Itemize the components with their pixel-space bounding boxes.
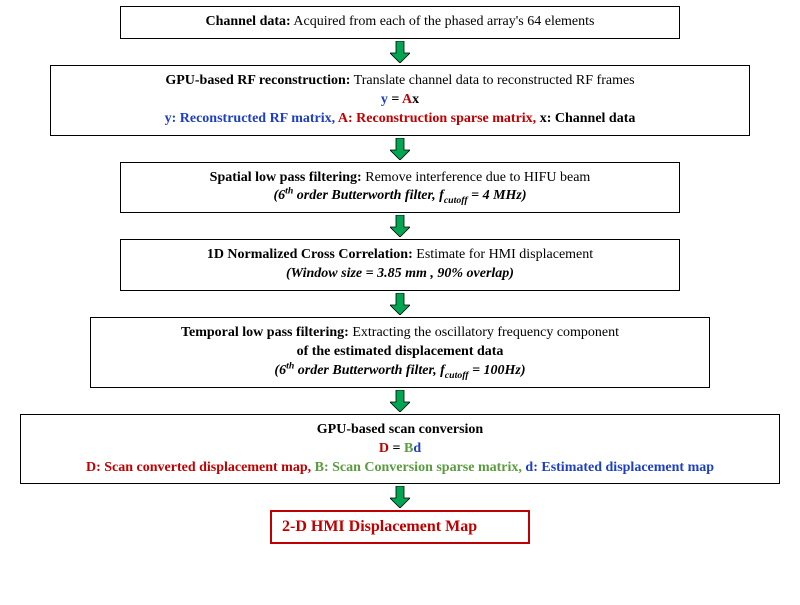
flowchart: Channel data: Acquired from each of the … (20, 6, 780, 544)
n4-label: 1D Normalized Cross Correlation: (207, 247, 413, 262)
arrow-6 (390, 484, 410, 510)
n2-equation: y = Ax (61, 91, 739, 110)
n1-rest: Acquired from each of the phased array's… (291, 14, 595, 29)
arrow-2 (390, 136, 410, 162)
node-temporal-lpf: Temporal low pass filtering: Extracting … (90, 317, 710, 388)
node-rf-reconstruction: GPU-based RF reconstruction: Translate c… (50, 65, 750, 136)
arrow-3 (390, 213, 410, 239)
arrow-4 (390, 291, 410, 317)
n1-label: Channel data: (206, 14, 291, 29)
n5-params: (6th order Butterworth filter, fcutoff =… (101, 362, 699, 381)
n5-label: Temporal low pass filtering: (181, 325, 349, 340)
n4-rest: Estimate for HMI displacement (413, 247, 593, 262)
eq-eqA: = A (388, 92, 412, 107)
node-scan-conversion: GPU-based scan conversion D = Bd D: Scan… (20, 414, 780, 485)
eq-y: y (381, 92, 388, 107)
n2-rest: Translate channel data to reconstructed … (350, 73, 634, 88)
n6-equation: D = Bd (31, 440, 769, 459)
arrow-5 (390, 388, 410, 414)
n4-params: (Window size = 3.85 mm , 90% overlap) (131, 265, 669, 284)
node-final-output: 2-D HMI Displacement Map (270, 510, 530, 544)
n3-params: (6th order Butterworth filter, fcutoff =… (131, 187, 669, 206)
n2-legend: y: Reconstructed RF matrix, A: Reconstru… (61, 110, 739, 129)
arrow-1 (390, 39, 410, 65)
n6-legend: D: Scan converted displacement map, B: S… (31, 459, 769, 478)
n5-rest: Extracting the oscillatory frequency com… (349, 325, 619, 340)
node-channel-data: Channel data: Acquired from each of the … (120, 6, 680, 39)
n6-title: GPU-based scan conversion (31, 421, 769, 440)
n3-rest: Remove interference due to HIFU beam (362, 170, 591, 185)
node-spatial-lpf: Spatial low pass filtering: Remove inter… (120, 162, 680, 214)
node-cross-correlation: 1D Normalized Cross Correlation: Estimat… (120, 239, 680, 291)
eq-x: x (412, 92, 419, 107)
n5-line2: of the estimated displacement data (101, 343, 699, 362)
n3-label: Spatial low pass filtering: (210, 170, 362, 185)
n2-label: GPU-based RF reconstruction: (165, 73, 350, 88)
final-text: 2-D HMI Displacement Map (282, 518, 477, 535)
